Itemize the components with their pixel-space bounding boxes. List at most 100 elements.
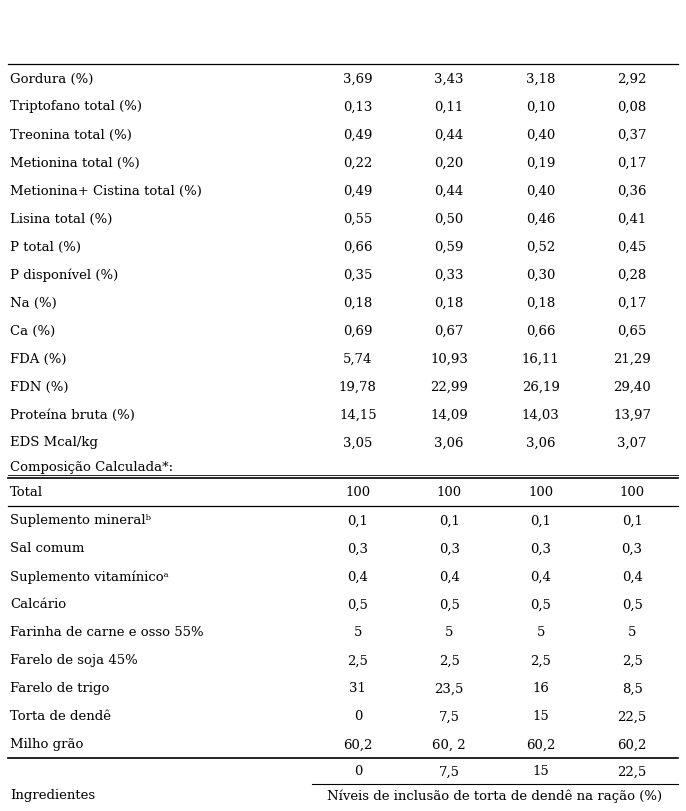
Text: 0,66: 0,66 [526, 324, 556, 337]
Text: 0,3: 0,3 [439, 542, 460, 555]
Text: 0,28: 0,28 [617, 268, 647, 281]
Text: Milho grão: Milho grão [10, 737, 84, 750]
Text: Suplemento mineralᵇ: Suplemento mineralᵇ [10, 514, 151, 527]
Text: Sal comum: Sal comum [10, 542, 84, 555]
Text: Triptofano total (%): Triptofano total (%) [10, 101, 142, 114]
Text: 3,07: 3,07 [617, 436, 647, 449]
Text: 0: 0 [354, 710, 362, 723]
Text: Farelo de soja 45%: Farelo de soja 45% [10, 654, 138, 667]
Text: 0,20: 0,20 [435, 157, 464, 169]
Text: 0,67: 0,67 [434, 324, 464, 337]
Text: 100: 100 [528, 486, 553, 499]
Text: 0,49: 0,49 [343, 128, 372, 141]
Text: 0,36: 0,36 [617, 184, 647, 197]
Text: 0,46: 0,46 [526, 212, 556, 225]
Text: 0,55: 0,55 [343, 212, 372, 225]
Text: 60, 2: 60, 2 [432, 737, 466, 750]
Text: EDS Mcal/kg: EDS Mcal/kg [10, 436, 98, 449]
Text: 2,92: 2,92 [617, 72, 647, 85]
Text: 0,69: 0,69 [343, 324, 372, 337]
Text: Metionina total (%): Metionina total (%) [10, 157, 140, 169]
Text: 0,4: 0,4 [347, 570, 368, 583]
Text: 0,33: 0,33 [434, 268, 464, 281]
Text: FDA (%): FDA (%) [10, 352, 67, 365]
Text: 7,5: 7,5 [439, 765, 460, 778]
Text: 100: 100 [345, 486, 370, 499]
Text: 21,29: 21,29 [613, 352, 651, 365]
Text: 3,06: 3,06 [434, 436, 464, 449]
Text: 22,5: 22,5 [617, 710, 647, 723]
Text: 0,13: 0,13 [343, 101, 372, 114]
Text: 8,5: 8,5 [622, 682, 643, 695]
Text: Na (%): Na (%) [10, 296, 57, 309]
Text: 19,78: 19,78 [339, 380, 377, 393]
Text: 0,4: 0,4 [439, 570, 460, 583]
Text: Torta de dendê: Torta de dendê [10, 710, 111, 723]
Text: 0,45: 0,45 [617, 240, 647, 253]
Text: 0: 0 [354, 765, 362, 778]
Text: 0,4: 0,4 [622, 570, 643, 583]
Text: 0,37: 0,37 [617, 128, 647, 141]
Text: 22,99: 22,99 [430, 380, 468, 393]
Text: 0,44: 0,44 [435, 184, 464, 197]
Text: 0,52: 0,52 [526, 240, 555, 253]
Text: 0,35: 0,35 [343, 268, 372, 281]
Text: 0,3: 0,3 [347, 542, 368, 555]
Text: 22,5: 22,5 [617, 765, 647, 778]
Text: 0,5: 0,5 [439, 598, 460, 611]
Text: 29,40: 29,40 [613, 380, 651, 393]
Text: 0,17: 0,17 [617, 157, 647, 169]
Text: 5: 5 [445, 626, 453, 639]
Text: 0,3: 0,3 [622, 542, 643, 555]
Text: 100: 100 [437, 486, 462, 499]
Text: Suplemento vitamínicoᵃ: Suplemento vitamínicoᵃ [10, 569, 169, 583]
Text: 0,5: 0,5 [622, 598, 643, 611]
Text: 60,2: 60,2 [343, 737, 372, 750]
Text: 14,09: 14,09 [430, 408, 468, 421]
Text: Níveis de inclusão de torta de dendê na ração (%): Níveis de inclusão de torta de dendê na … [327, 788, 663, 802]
Text: 0,22: 0,22 [343, 157, 372, 169]
Text: 0,4: 0,4 [530, 570, 551, 583]
Text: 10,93: 10,93 [430, 352, 468, 365]
Text: 0,41: 0,41 [617, 212, 647, 225]
Text: 100: 100 [619, 486, 645, 499]
Text: Gordura (%): Gordura (%) [10, 72, 93, 85]
Text: 0,18: 0,18 [526, 296, 555, 309]
Text: 5: 5 [536, 626, 545, 639]
Text: 31: 31 [349, 682, 366, 695]
Text: 0,3: 0,3 [530, 542, 551, 555]
Text: Farinha de carne e osso 55%: Farinha de carne e osso 55% [10, 626, 204, 639]
Text: 15: 15 [532, 710, 549, 723]
Text: 0,49: 0,49 [343, 184, 372, 197]
Text: 23,5: 23,5 [434, 682, 464, 695]
Text: 0,19: 0,19 [526, 157, 556, 169]
Text: 0,11: 0,11 [435, 101, 464, 114]
Text: 60,2: 60,2 [617, 737, 647, 750]
Text: 0,5: 0,5 [530, 598, 551, 611]
Text: 13,97: 13,97 [613, 408, 651, 421]
Text: 0,08: 0,08 [617, 101, 647, 114]
Text: 0,66: 0,66 [343, 240, 372, 253]
Text: Metionina+ Cistina total (%): Metionina+ Cistina total (%) [10, 184, 202, 197]
Text: 60,2: 60,2 [526, 737, 556, 750]
Text: 2,5: 2,5 [622, 654, 643, 667]
Text: 2,5: 2,5 [347, 654, 368, 667]
Text: 0,40: 0,40 [526, 184, 555, 197]
Text: 3,43: 3,43 [434, 72, 464, 85]
Text: 3,05: 3,05 [343, 436, 372, 449]
Text: 0,30: 0,30 [526, 268, 556, 281]
Text: Farelo de trigo: Farelo de trigo [10, 682, 110, 695]
Text: 26,19: 26,19 [522, 380, 560, 393]
Text: 0,50: 0,50 [435, 212, 464, 225]
Text: Total: Total [10, 486, 43, 499]
Text: 3,69: 3,69 [343, 72, 372, 85]
Text: 15: 15 [532, 765, 549, 778]
Text: 0,18: 0,18 [343, 296, 372, 309]
Text: P total (%): P total (%) [10, 240, 81, 253]
Text: FDN (%): FDN (%) [10, 380, 69, 393]
Text: Ingredientes: Ingredientes [10, 788, 95, 801]
Text: 14,03: 14,03 [522, 408, 560, 421]
Text: Proteína bruta (%): Proteína bruta (%) [10, 408, 135, 421]
Text: 0,1: 0,1 [622, 514, 643, 527]
Text: 0,5: 0,5 [347, 598, 368, 611]
